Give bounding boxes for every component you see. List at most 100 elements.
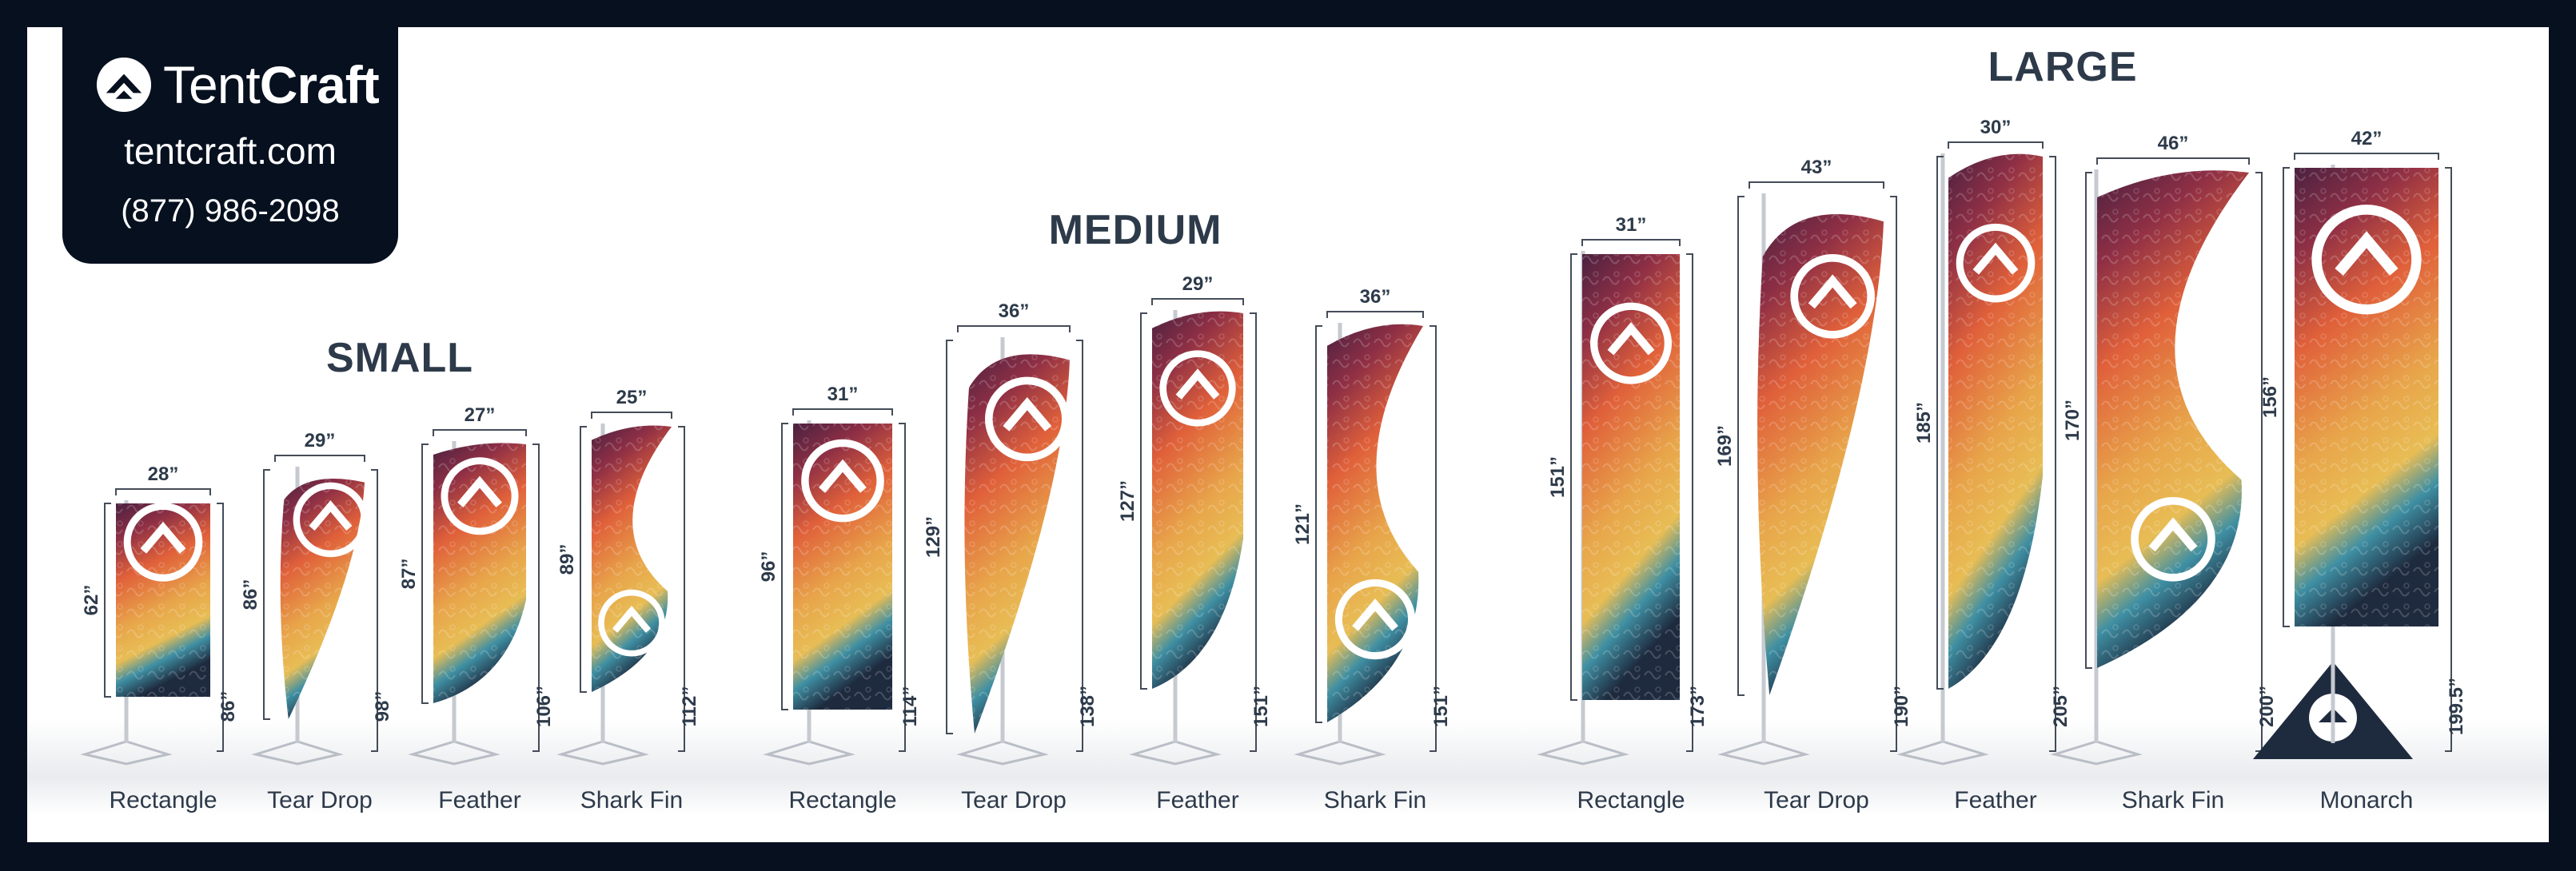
flag-height-label-1-0: 96” [758, 551, 780, 583]
total-height-bracket-0-3 [678, 426, 685, 752]
width-bracket-1-3 [1326, 311, 1424, 318]
flag-height-bracket-2-1 [1737, 196, 1745, 696]
shape-caption-0-1: Tear Drop [267, 787, 373, 813]
flag-logo-mark-2-0 [1607, 322, 1655, 356]
flag-height-label-2-0: 151” [1547, 455, 1569, 499]
flag-logo-icon-2-1 [1790, 253, 1875, 339]
total-height-bracket-1-2 [1250, 312, 1257, 752]
stand-base-2-3 [2050, 740, 2143, 766]
flag-height-label-2-1: 169” [1714, 424, 1736, 467]
stand-base-0-0 [80, 740, 173, 766]
width-bracket-2-1 [1749, 181, 1884, 189]
width-bracket-0-2 [433, 429, 527, 436]
width-label-1-1: 36” [998, 300, 1030, 322]
width-bracket-0-1 [274, 455, 365, 462]
shape-caption-2-4: Monarch [2319, 787, 2414, 813]
flag-texture-0-2 [433, 443, 526, 703]
width-bracket-1-1 [957, 325, 1071, 332]
brand-name-part1: Tent [163, 55, 261, 114]
total-height-label-1-1: 138” [1077, 685, 1099, 728]
floor-shadow [27, 719, 2549, 815]
flag-texture-1-0 [793, 424, 892, 710]
flag-texture-2-3 [2097, 170, 2249, 668]
flag-texture-1-3 [1327, 324, 1423, 722]
width-label-1-3: 36” [1359, 286, 1391, 308]
stand-base-1-0 [763, 740, 855, 766]
flag-height-bracket-0-2 [421, 443, 429, 704]
total-height-bracket-1-0 [899, 423, 906, 752]
group-title-small: SMALL [325, 335, 474, 381]
brand-name-part2: Craft [259, 55, 380, 114]
brand-box: Tent Craft tentcraft.com (877) 986-2098 [62, 27, 398, 264]
brand-logo: Tent Craft [94, 45, 380, 125]
flag-logo-icon-0-0 [123, 503, 203, 582]
flag-logo-icon-1-1 [985, 376, 1070, 462]
flag-texture-1-1 [964, 354, 1070, 734]
stand-base-2-2 [1896, 740, 1989, 766]
total-height-bracket-1-1 [1076, 340, 1083, 752]
flag-texture-2-0 [1582, 254, 1680, 700]
total-height-label-0-2: 106” [533, 685, 555, 728]
flag-logo-icon-0-1 [293, 482, 369, 558]
flag-texture-2-1 [1757, 214, 1884, 695]
total-height-label-2-2: 205” [2050, 685, 2072, 728]
width-label-0-1: 29” [304, 430, 336, 451]
flag-height-bracket-0-1 [263, 469, 270, 720]
total-height-label-1-3: 151” [1430, 685, 1452, 728]
stand-base-1-1 [956, 740, 1049, 766]
stand-base-2-1 [1717, 740, 1810, 766]
flag-logo-icon-2-4 [2311, 205, 2422, 315]
total-height-label-2-0: 173” [1687, 685, 1709, 728]
width-label-2-4: 42” [2351, 128, 2383, 149]
phone-number[interactable]: (877) 986-2098 [121, 193, 340, 229]
width-label-2-1: 43” [1800, 157, 1832, 178]
flag-logo-mark-2-4 [2335, 231, 2399, 276]
flag-height-label-1-3: 121” [1292, 503, 1314, 546]
flag-logo-icon-2-3 [2131, 496, 2215, 582]
flag-height-bracket-1-3 [1315, 325, 1322, 723]
width-bracket-2-2 [1948, 141, 2044, 149]
flag-height-bracket-2-3 [2085, 172, 2092, 669]
shape-caption-2-2: Feather [1954, 787, 2037, 813]
flag-height-bracket-1-1 [946, 340, 953, 734]
flag-height-label-0-0: 62” [81, 584, 102, 616]
flag-height-label-0-3: 89” [556, 543, 578, 575]
stand-base-0-2 [408, 740, 500, 766]
total-height-bracket-2-0 [1686, 253, 1693, 752]
width-label-0-2: 27” [464, 404, 496, 426]
width-bracket-1-0 [792, 408, 893, 416]
flag-logo-mark-2-1 [1808, 274, 1857, 309]
total-height-label-1-0: 114” [899, 686, 921, 727]
flag-logo-mark-2-3 [2148, 517, 2198, 552]
flag-logo-mark-1-1 [1003, 397, 1052, 432]
flag-logo-icon-2-2 [1956, 223, 2036, 303]
total-height-label-1-2: 151” [1250, 685, 1272, 728]
shape-caption-0-2: Feather [438, 787, 521, 813]
stand-base-0-3 [556, 740, 649, 766]
width-label-0-3: 25” [616, 387, 648, 408]
shape-caption-2-1: Tear Drop [1764, 787, 1869, 813]
shape-caption-1-0: Rectangle [788, 787, 897, 813]
flag-logo-mark-0-0 [140, 521, 186, 554]
flag-logo-mark-0-2 [457, 475, 502, 507]
total-height-label-2-3: 200” [2256, 685, 2278, 728]
width-label-2-2: 30” [1980, 117, 2012, 138]
width-bracket-2-4 [2294, 153, 2439, 160]
shape-caption-1-1: Tear Drop [961, 787, 1067, 813]
flag-height-bracket-2-2 [1936, 156, 1944, 690]
flag-logo-mark-1-0 [819, 459, 867, 493]
tentcraft-logo-icon [96, 57, 152, 113]
flag-texture-0-0 [116, 503, 210, 697]
flag-height-bracket-1-2 [1140, 312, 1147, 690]
total-height-bracket-0-2 [532, 443, 540, 752]
website-text[interactable]: tentcraft.com [124, 130, 337, 172]
flag-height-bracket-0-0 [104, 503, 111, 698]
total-height-label-2-1: 190” [1891, 685, 1912, 728]
group-title-large: LARGE [1988, 44, 2138, 90]
stand-base-0-1 [251, 740, 344, 766]
flag-height-bracket-1-0 [781, 423, 788, 710]
shape-caption-1-2: Feather [1156, 787, 1239, 813]
total-height-label-0-3: 112” [679, 686, 700, 727]
flag-height-label-1-2: 127” [1117, 479, 1138, 523]
